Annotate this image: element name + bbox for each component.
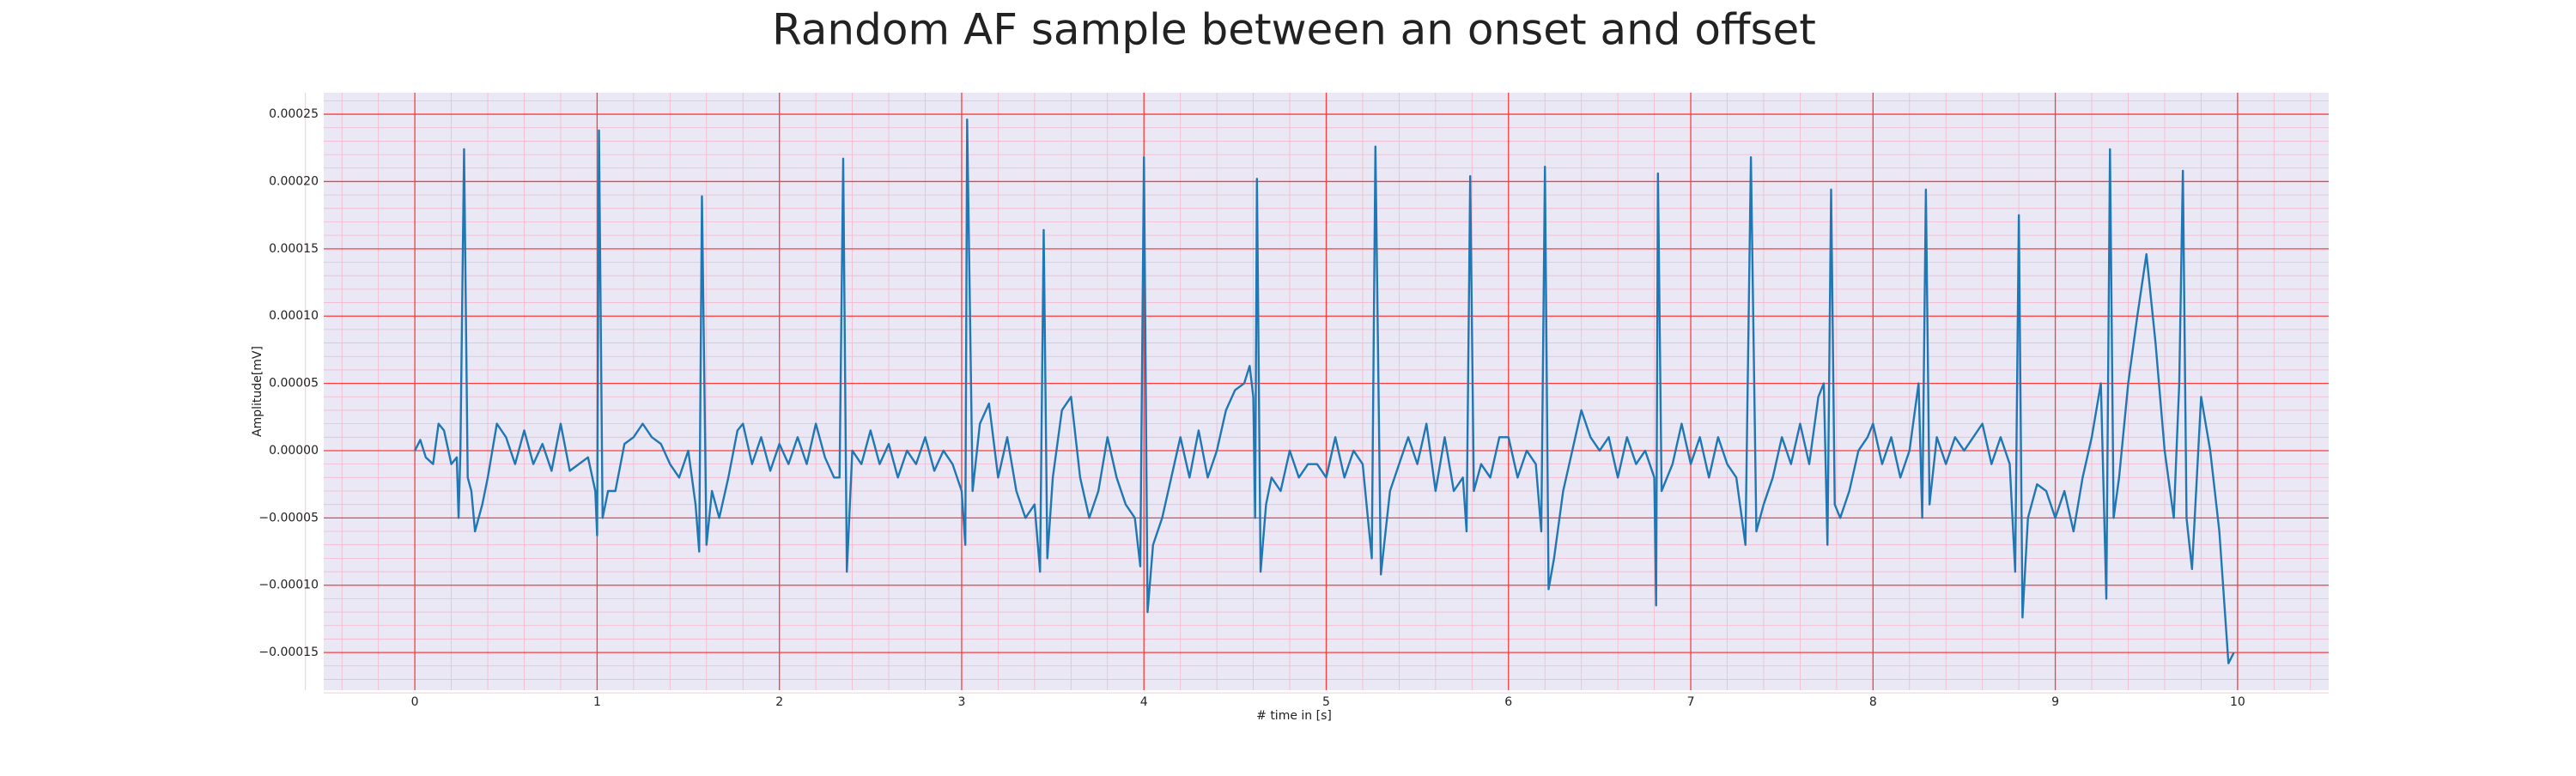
x-tick-label: 8 <box>1869 695 1877 709</box>
x-tick-label: 6 <box>1504 695 1512 709</box>
y-tick-label: 0.00005 <box>269 377 319 391</box>
x-tick-label: 4 <box>1140 695 1148 709</box>
y-tick-label: 0.00020 <box>269 174 319 188</box>
y-tick-label: 0.00000 <box>269 444 319 458</box>
signal-line <box>414 118 2235 664</box>
x-tick-label: 5 <box>1322 695 1330 709</box>
x-tick-label: 9 <box>2051 695 2059 709</box>
y-axis-label: Amplitude[mV] <box>251 346 264 437</box>
y-tick-label: −0.00015 <box>258 646 319 659</box>
chart-title: Random AF sample between an onset and of… <box>772 5 1816 55</box>
x-tick-label: 10 <box>2230 695 2245 709</box>
y-tick-label: −0.00010 <box>258 579 319 592</box>
y-tick-label: 0.00015 <box>269 242 319 256</box>
x-tick-label: 0 <box>411 695 419 709</box>
y-tick-label: −0.00005 <box>258 511 319 524</box>
x-tick-label: 1 <box>593 695 601 709</box>
x-tick-label: 2 <box>775 695 783 709</box>
y-tick-label: 0.00025 <box>269 107 319 121</box>
x-axis-label: # time in [s] <box>1256 709 1332 723</box>
y-tick-label: 0.00010 <box>269 309 319 323</box>
x-tick-label: 3 <box>957 695 965 709</box>
x-tick-label: 7 <box>1687 695 1695 709</box>
